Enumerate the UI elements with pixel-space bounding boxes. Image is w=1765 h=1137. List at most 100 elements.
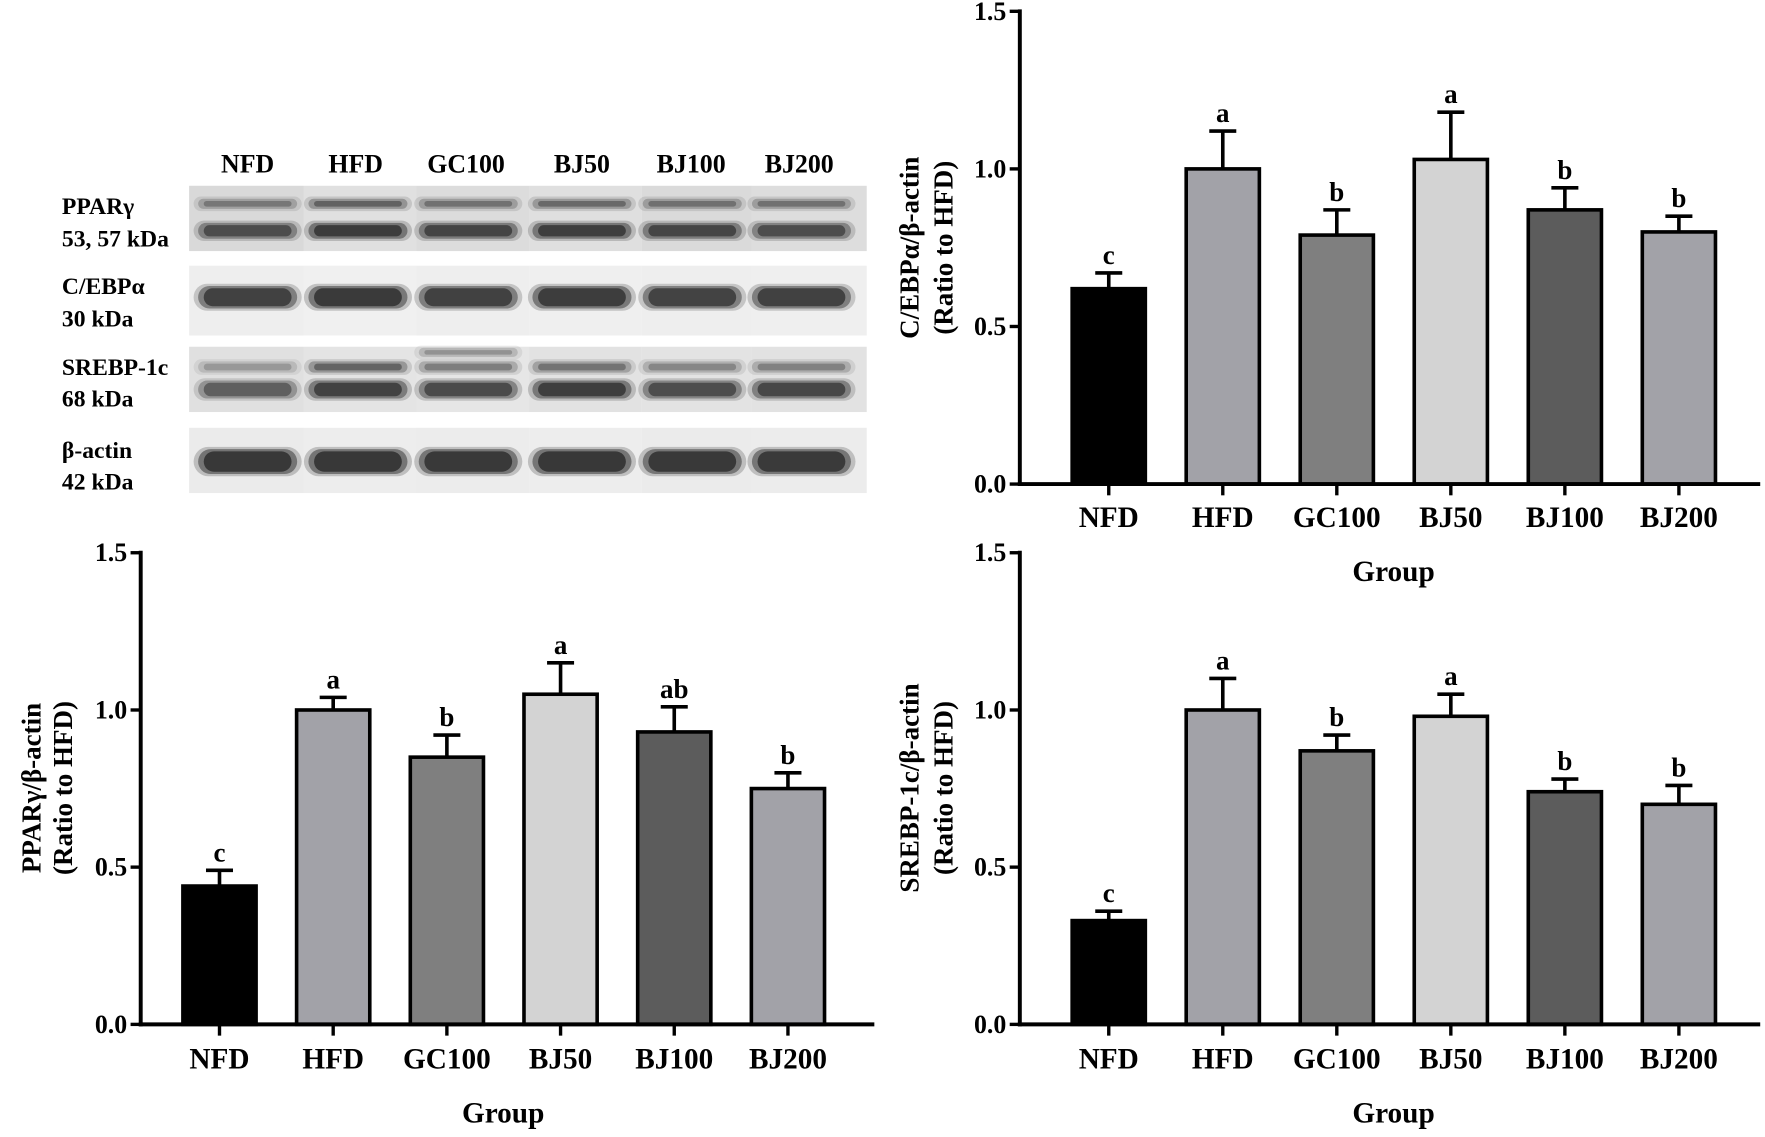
band-pparg-bj100 bbox=[638, 220, 747, 241]
error-bar-hfd bbox=[1209, 676, 1237, 710]
band-layer bbox=[314, 200, 402, 207]
significance-label-bj200: b bbox=[780, 740, 795, 770]
chart-srebp-1c: c a b a b b 0.0 0.5 1.0 1.5 NFD HFD GC100 BJ50 BJ100 BJ… bbox=[895, 538, 1761, 1129]
band-layer bbox=[193, 220, 302, 241]
band-srebp-1c-bj100 bbox=[638, 378, 747, 401]
band-layer bbox=[757, 288, 846, 307]
protein-label-srebp-1c: SREBP-1c bbox=[62, 355, 168, 381]
significance-label-hfd: a bbox=[1216, 645, 1230, 675]
lane-label-bj200: BJ200 bbox=[765, 149, 834, 178]
x-tick-label-hfd: HFD bbox=[302, 1043, 364, 1075]
bar-bj50 bbox=[1412, 714, 1490, 1027]
significance-label-bj100: b bbox=[1557, 746, 1572, 776]
band-layer bbox=[198, 361, 298, 373]
bar-gc100 bbox=[1298, 233, 1376, 486]
band-layer bbox=[203, 200, 292, 207]
x-tick-label-nfd: NFD bbox=[1079, 502, 1139, 534]
blot-strip-pparg bbox=[189, 185, 867, 252]
bar-gc100 bbox=[1298, 749, 1376, 1027]
bar-bj50 bbox=[1412, 157, 1490, 486]
significance-label-gc100: b bbox=[439, 702, 454, 732]
size-label-cebpa: 30 kDa bbox=[62, 306, 134, 332]
band-layer bbox=[538, 288, 626, 307]
significance-label-bj100: b bbox=[1557, 155, 1572, 185]
significance-label-gc100: b bbox=[1329, 177, 1344, 207]
x-tick-label-bj50: BJ50 bbox=[529, 1043, 592, 1075]
band-layer bbox=[747, 220, 856, 241]
band-pparg-nfd bbox=[193, 196, 302, 212]
lane-label-bj50: BJ50 bbox=[554, 149, 610, 178]
error-bar-hfd bbox=[319, 695, 347, 710]
band-srebp-1c-nfd bbox=[193, 378, 302, 401]
band-layer bbox=[757, 451, 846, 472]
blot-row-labels: PPARγ 53, 57 kDa C/EBPα 30 kDa SREBP-1c … bbox=[62, 194, 169, 496]
bar-bj200 bbox=[1640, 230, 1718, 486]
blot-membrane bbox=[641, 346, 752, 413]
size-label-beta-actin: 42 kDa bbox=[62, 470, 134, 496]
lane-label-hfd: HFD bbox=[328, 149, 383, 178]
x-tick-label-bj50: BJ50 bbox=[1419, 502, 1482, 534]
blot-strip-cebpa bbox=[189, 265, 867, 336]
bar-nfd bbox=[1070, 918, 1148, 1027]
band-layer bbox=[538, 200, 626, 207]
x-tick-label-nfd: NFD bbox=[189, 1043, 249, 1075]
band-layer bbox=[532, 361, 632, 373]
size-label-pparg: 53, 57 kDa bbox=[62, 227, 169, 253]
band-layer bbox=[193, 196, 302, 212]
x-axis-title: Group bbox=[1352, 556, 1434, 588]
bar-bj100 bbox=[1526, 789, 1604, 1027]
error-bar-bj100 bbox=[1551, 777, 1579, 792]
blot-strip-srebp-1c bbox=[189, 345, 867, 413]
band-layer bbox=[642, 361, 742, 373]
significance-label-bj50: a bbox=[1444, 661, 1458, 691]
x-tick-label-hfd: HFD bbox=[1192, 1043, 1254, 1075]
y-tick-label-0-5: 0.5 bbox=[95, 853, 127, 882]
band-layer bbox=[527, 359, 636, 375]
band-srebp-1c-hfd bbox=[303, 359, 412, 375]
band-srebp-1c-nfd bbox=[193, 359, 302, 375]
band-layer bbox=[757, 200, 846, 207]
band-cebpa-nfd bbox=[193, 283, 302, 311]
lane-labels: NFD HFD GC100 BJ50 BJ100 BJ200 bbox=[221, 149, 834, 178]
bar-hfd bbox=[1184, 708, 1262, 1027]
lane-label-gc100: GC100 bbox=[427, 149, 505, 178]
band-layer bbox=[538, 382, 626, 397]
band-layer bbox=[751, 361, 851, 373]
band-layer bbox=[638, 359, 747, 375]
error-bar-bj200 bbox=[774, 771, 802, 789]
protein-label-pparg: PPARγ bbox=[62, 194, 134, 220]
x-tick-label-bj200: BJ200 bbox=[1640, 1043, 1718, 1075]
lane-label-nfd: NFD bbox=[221, 149, 274, 178]
band-pparg-nfd bbox=[193, 220, 302, 241]
significance-label-hfd: a bbox=[326, 664, 340, 694]
band-cebpa-bj200 bbox=[747, 283, 856, 311]
error-bar-nfd bbox=[1095, 909, 1123, 921]
error-bar-bj200 bbox=[1665, 783, 1693, 805]
y-axis-title-line-1: C/EBPα/β-actin bbox=[895, 157, 925, 339]
band-pparg-hfd bbox=[303, 220, 412, 241]
band-layer bbox=[751, 198, 851, 209]
y-tick-label-0-0: 0.0 bbox=[974, 1010, 1006, 1039]
x-tick-label-nfd: NFD bbox=[1079, 1043, 1139, 1075]
bar-hfd bbox=[294, 708, 372, 1027]
band-layer bbox=[303, 359, 412, 375]
band-layer bbox=[418, 198, 518, 209]
band-cebpa-hfd bbox=[303, 283, 412, 311]
blot-membrane bbox=[641, 185, 752, 252]
band-srebp-1c-bj50 bbox=[527, 359, 636, 375]
error-bar-gc100 bbox=[1323, 208, 1351, 236]
y-tick-label-1-0: 1.0 bbox=[95, 695, 127, 724]
x-tick-label-bj200: BJ200 bbox=[1640, 502, 1718, 534]
bar-bj200 bbox=[749, 786, 827, 1027]
band-layer bbox=[648, 225, 737, 237]
x-tick-label-bj200: BJ200 bbox=[749, 1043, 827, 1075]
significance-label-nfd: c bbox=[1103, 878, 1115, 908]
band-srebp-1c-gc100 bbox=[414, 359, 523, 375]
x-tick-label-bj100: BJ100 bbox=[635, 1043, 713, 1075]
error-bar-nfd bbox=[205, 868, 234, 887]
band-layer bbox=[538, 363, 626, 371]
band-layer bbox=[424, 363, 513, 371]
band-beta-actin-nfd bbox=[193, 446, 302, 477]
band-layer bbox=[424, 288, 513, 307]
